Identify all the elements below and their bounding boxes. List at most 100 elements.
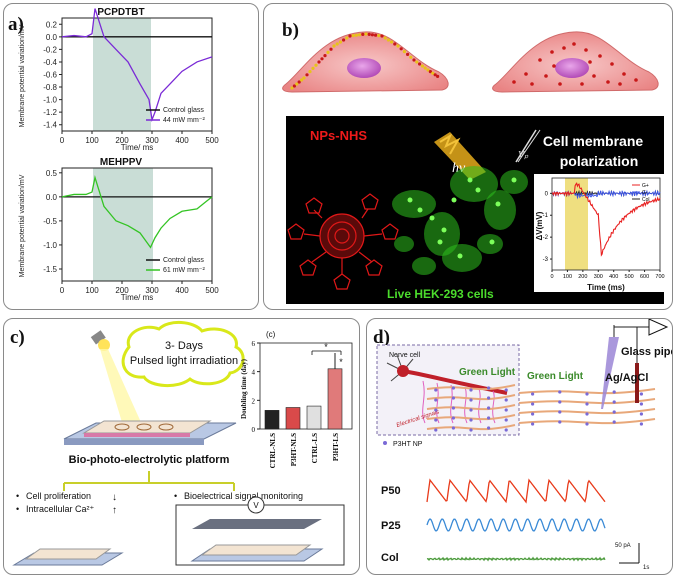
np-dot	[354, 33, 358, 37]
bullet-2: •	[16, 504, 19, 514]
panel-a-label: a)	[8, 14, 24, 35]
np-dot	[305, 73, 309, 77]
bottom-plot-frame	[61, 167, 213, 282]
bottom-chamber	[200, 544, 312, 556]
bar-plot-frame	[259, 342, 353, 430]
cloud-line2: Pulsed light irradiation	[130, 355, 238, 367]
np-dot	[351, 34, 355, 38]
internalized-nanoparticles	[512, 42, 638, 86]
glass-pipette-label: Glass pipette	[621, 346, 672, 358]
trace-p50	[426, 478, 606, 504]
inset-legend-col: Col	[642, 197, 650, 203]
np-dot	[552, 64, 556, 68]
signal-line	[422, 380, 426, 424]
bar	[306, 405, 322, 430]
inset-y-tick-label: -3	[543, 257, 549, 263]
np-dot	[550, 50, 554, 54]
np-dot	[335, 42, 339, 46]
inset-legend-gplus: G+	[642, 183, 649, 189]
np-dot	[531, 422, 535, 426]
culture-chamber	[82, 420, 212, 434]
green-spot	[429, 215, 435, 221]
np-dot	[504, 408, 508, 412]
np-dot	[428, 70, 432, 74]
np-dot	[323, 54, 327, 58]
np-dot	[487, 406, 491, 410]
small-chamber	[24, 548, 112, 560]
cell-type-label: Live HEK-293 cells	[387, 287, 494, 301]
trace-p25	[426, 518, 606, 532]
cloud-line1: 3- Days	[165, 340, 203, 352]
green-cell	[450, 166, 498, 202]
np-dot	[487, 386, 491, 390]
np-dot	[308, 70, 312, 74]
bullet-bioelectrical: Bioelectrical signal monitoring	[184, 491, 303, 501]
x-tick-label: 0	[60, 136, 65, 145]
np-dot	[434, 398, 438, 402]
np-dot	[423, 66, 427, 70]
np-dot	[512, 80, 516, 84]
np-dot	[524, 72, 528, 76]
np-dot	[531, 412, 535, 416]
np-dot	[544, 74, 548, 78]
np-dot	[418, 62, 422, 66]
np-dot	[390, 40, 394, 44]
bullet-3: •	[174, 491, 177, 501]
bar	[264, 410, 280, 430]
green-spot	[417, 207, 423, 213]
green-light-2: Green Light	[527, 371, 584, 382]
np-dot	[434, 388, 438, 392]
inset-xlabel: Time (ms)	[587, 283, 625, 292]
trace-col	[426, 556, 606, 562]
scale-y-label: 50 pA	[615, 543, 631, 549]
y-tick-label: -0.5	[43, 217, 57, 226]
np-dot	[487, 396, 491, 400]
bar-category-label: P3HT-LS	[332, 433, 340, 461]
np-dot	[618, 82, 622, 86]
cloud-shape	[121, 321, 245, 387]
np-dot	[612, 420, 616, 424]
np-dot	[584, 48, 588, 52]
np-dot	[558, 400, 562, 404]
bottom-light-line	[61, 175, 213, 249]
np-legend-label: P3HT NP	[393, 441, 423, 448]
np-dot	[292, 84, 296, 88]
top-electrode	[192, 519, 322, 529]
fibers-left	[426, 384, 516, 432]
bar-category-label: CTRL-NLS	[269, 433, 277, 469]
y-tick-label: -0.2	[43, 45, 57, 54]
np-dot	[412, 58, 416, 62]
np-dot	[487, 426, 491, 430]
np-dot	[504, 428, 508, 432]
top-illumination-shade	[93, 18, 151, 131]
np-dot	[409, 55, 413, 59]
y-tick-label: -1.5	[43, 265, 57, 274]
np-dot	[592, 74, 596, 78]
y-tick-label: -0.4	[43, 58, 57, 67]
fluorescent-cells	[392, 166, 528, 275]
np-dot	[320, 57, 324, 61]
np-dot	[370, 33, 374, 37]
y-tick-label: 0.2	[46, 20, 58, 29]
np-dot	[433, 73, 437, 77]
panel-d-illustration: Nerve cell Electrical signals Green Ligh…	[376, 319, 672, 571]
np-dot	[329, 47, 333, 51]
polarization-line1: Cell membrane	[543, 133, 644, 149]
agcl-label: Ag/AgCl	[605, 372, 648, 384]
y-tick-label: 0.0	[46, 33, 58, 42]
y-tick-label: -1.0	[43, 241, 57, 250]
np-dot	[300, 78, 304, 82]
panel-d-label: d)	[373, 327, 390, 348]
np-dot	[469, 388, 473, 392]
bar-category-label: CTRL-LS	[311, 433, 319, 463]
inset-y-tick-label: -1	[543, 213, 549, 219]
inset-legend-gminus: G-	[642, 190, 648, 196]
top-ylabel: Membrane potential variation/mV	[19, 24, 26, 127]
np-dot	[634, 78, 638, 82]
np-dot	[639, 422, 643, 426]
neuron-soma	[397, 365, 409, 377]
significance-star: *	[324, 342, 328, 352]
np-dot	[393, 42, 397, 46]
np-dot	[531, 402, 535, 406]
y-tick-label: 0.0	[46, 193, 58, 202]
